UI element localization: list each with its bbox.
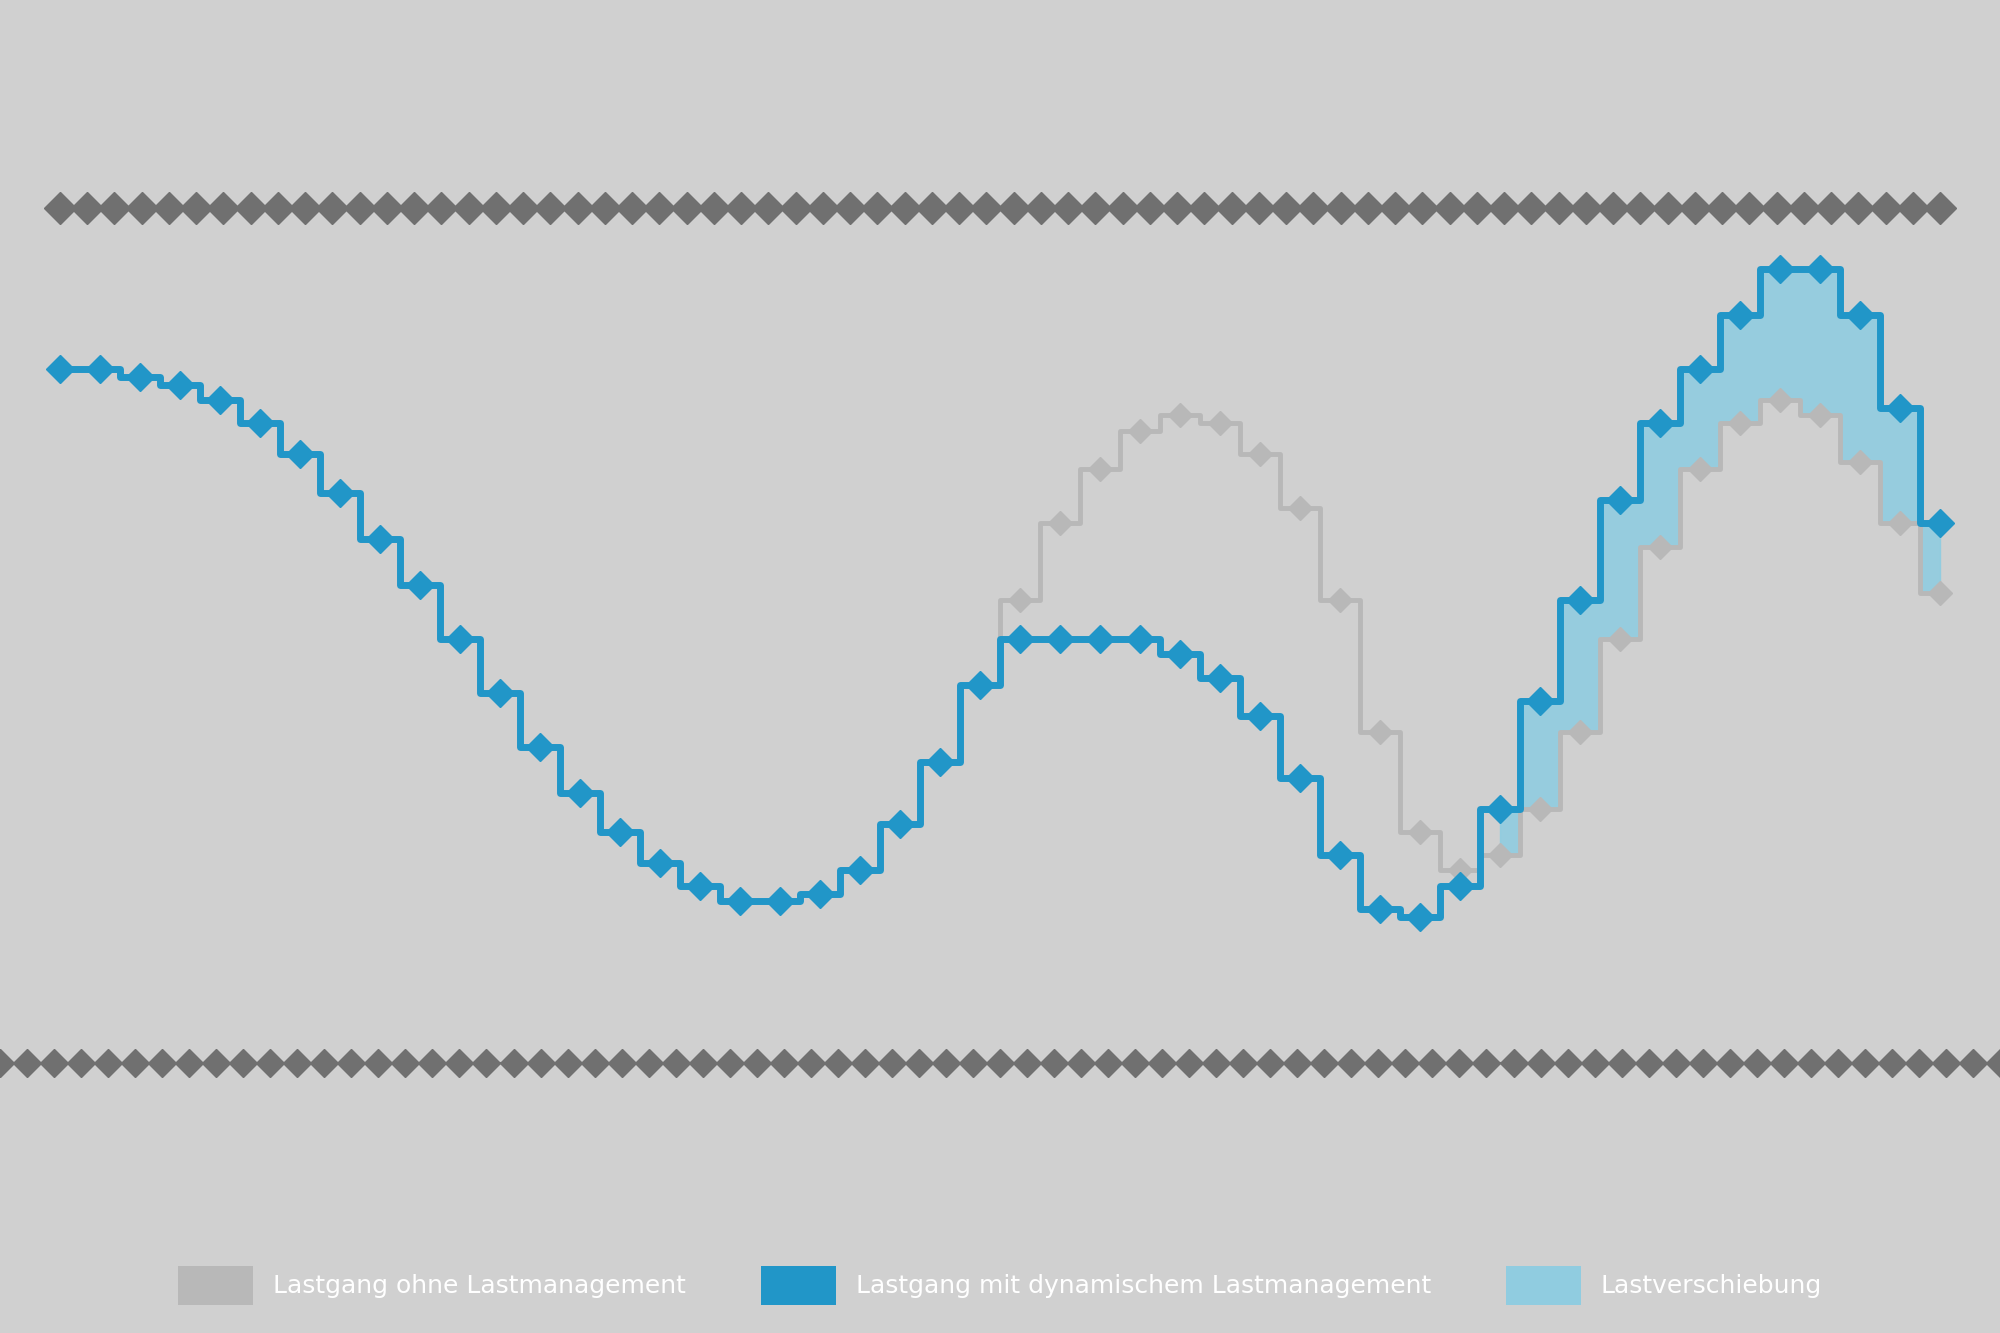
Legend: Lastgang ohne Lastmanagement, Lastgang mit dynamischem Lastmanagement, Lastversc: Lastgang ohne Lastmanagement, Lastgang m… (168, 1256, 1832, 1314)
